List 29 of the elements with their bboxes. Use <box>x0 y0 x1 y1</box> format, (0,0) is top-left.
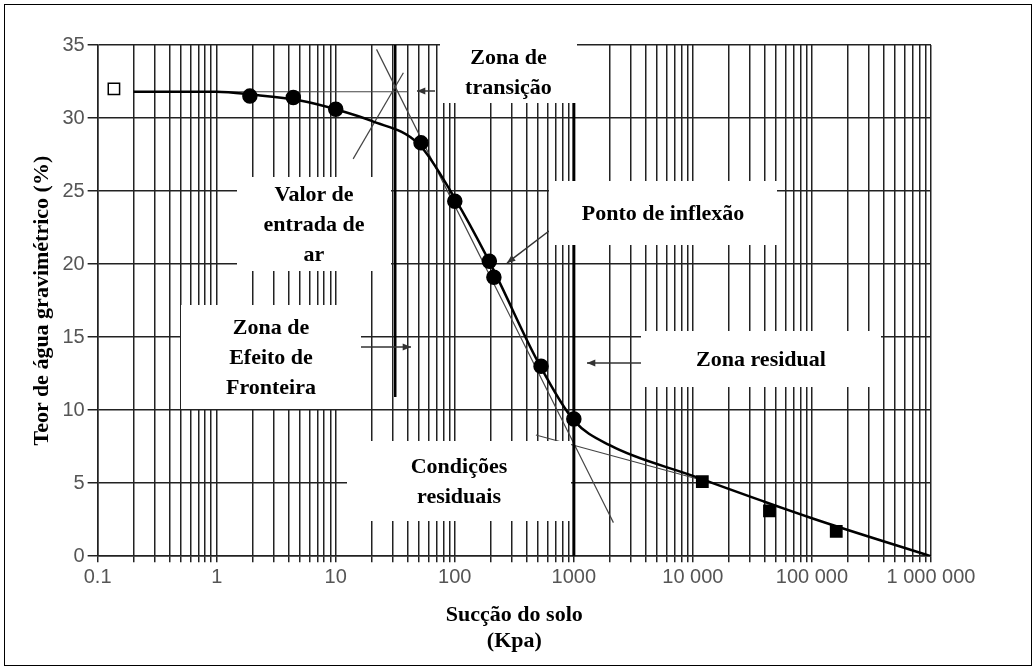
y-tick-label: 25 <box>62 178 85 201</box>
y-tick-label: 35 <box>62 32 85 55</box>
y-tick-label: 0 <box>73 543 85 566</box>
label-box: Zona residual <box>641 331 881 387</box>
label-box: Condições residuais <box>347 441 571 521</box>
y-tick-label: 15 <box>62 324 85 347</box>
x-tick-label: 100 <box>438 564 472 587</box>
x-tick-label: 100 000 <box>775 564 849 587</box>
y-tick-label: 20 <box>62 251 85 274</box>
annotation: Zona de Efeito de Fronteira <box>225 313 317 401</box>
x-axis-title: Sucção do solo (Kpa) <box>445 601 583 653</box>
x-tick-label: 1000 <box>551 564 597 587</box>
annotation: Zona residual <box>696 345 826 373</box>
x-tick-label: 10 000 <box>662 564 724 587</box>
x-tick-label: 1 000 000 <box>886 564 976 587</box>
y-tick-label: 10 <box>62 397 85 420</box>
x-tick-label: 1 <box>211 564 223 587</box>
label-box: Zona de Efeito de Fronteira <box>181 305 361 409</box>
annotation: Valor de entrada de ar <box>262 180 366 268</box>
annotation: Ponto de inflexão <box>581 199 745 227</box>
label-box: Zona de transição <box>440 41 577 103</box>
label-box: Valor de entrada de ar <box>237 177 391 271</box>
y-tick-label: 30 <box>62 105 85 128</box>
x-tick-label: 10 <box>324 564 347 587</box>
label-box: Ponto de inflexão <box>549 181 777 245</box>
x-tick-label: 0.1 <box>83 564 112 587</box>
y-axis-title: Teor de água gravimétrico (%) <box>27 155 53 446</box>
y-tick-label: 5 <box>73 470 85 493</box>
annotation: Condições residuais <box>409 452 509 510</box>
